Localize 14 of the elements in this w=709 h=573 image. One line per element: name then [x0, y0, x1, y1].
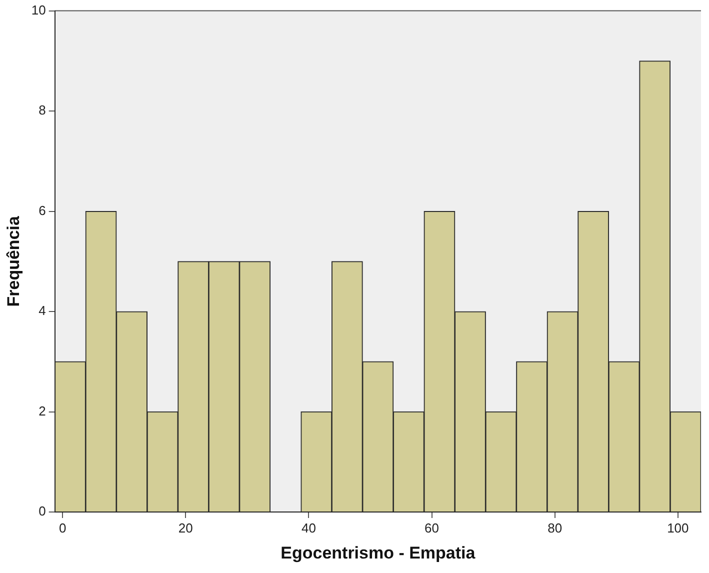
y-axis-title: Frequência: [4, 216, 23, 307]
y-tick-label: 4: [38, 303, 46, 318]
y-tick-label: 0: [38, 504, 46, 519]
x-axis-title: Egocentrismo - Empatia: [280, 543, 476, 562]
y-tick-label: 10: [31, 2, 46, 18]
y-tick-label: 6: [38, 202, 46, 218]
x-tick-label: 20: [178, 520, 193, 536]
x-tick-label: 80: [548, 520, 562, 536]
x-tick-label: 40: [301, 520, 316, 536]
y-tick-label: 8: [38, 102, 46, 118]
x-tick-label: 0: [58, 520, 66, 536]
x-tick-label: 60: [424, 520, 440, 536]
y-tick-label: 2: [38, 403, 46, 418]
x-tick-label: 100: [667, 520, 689, 536]
